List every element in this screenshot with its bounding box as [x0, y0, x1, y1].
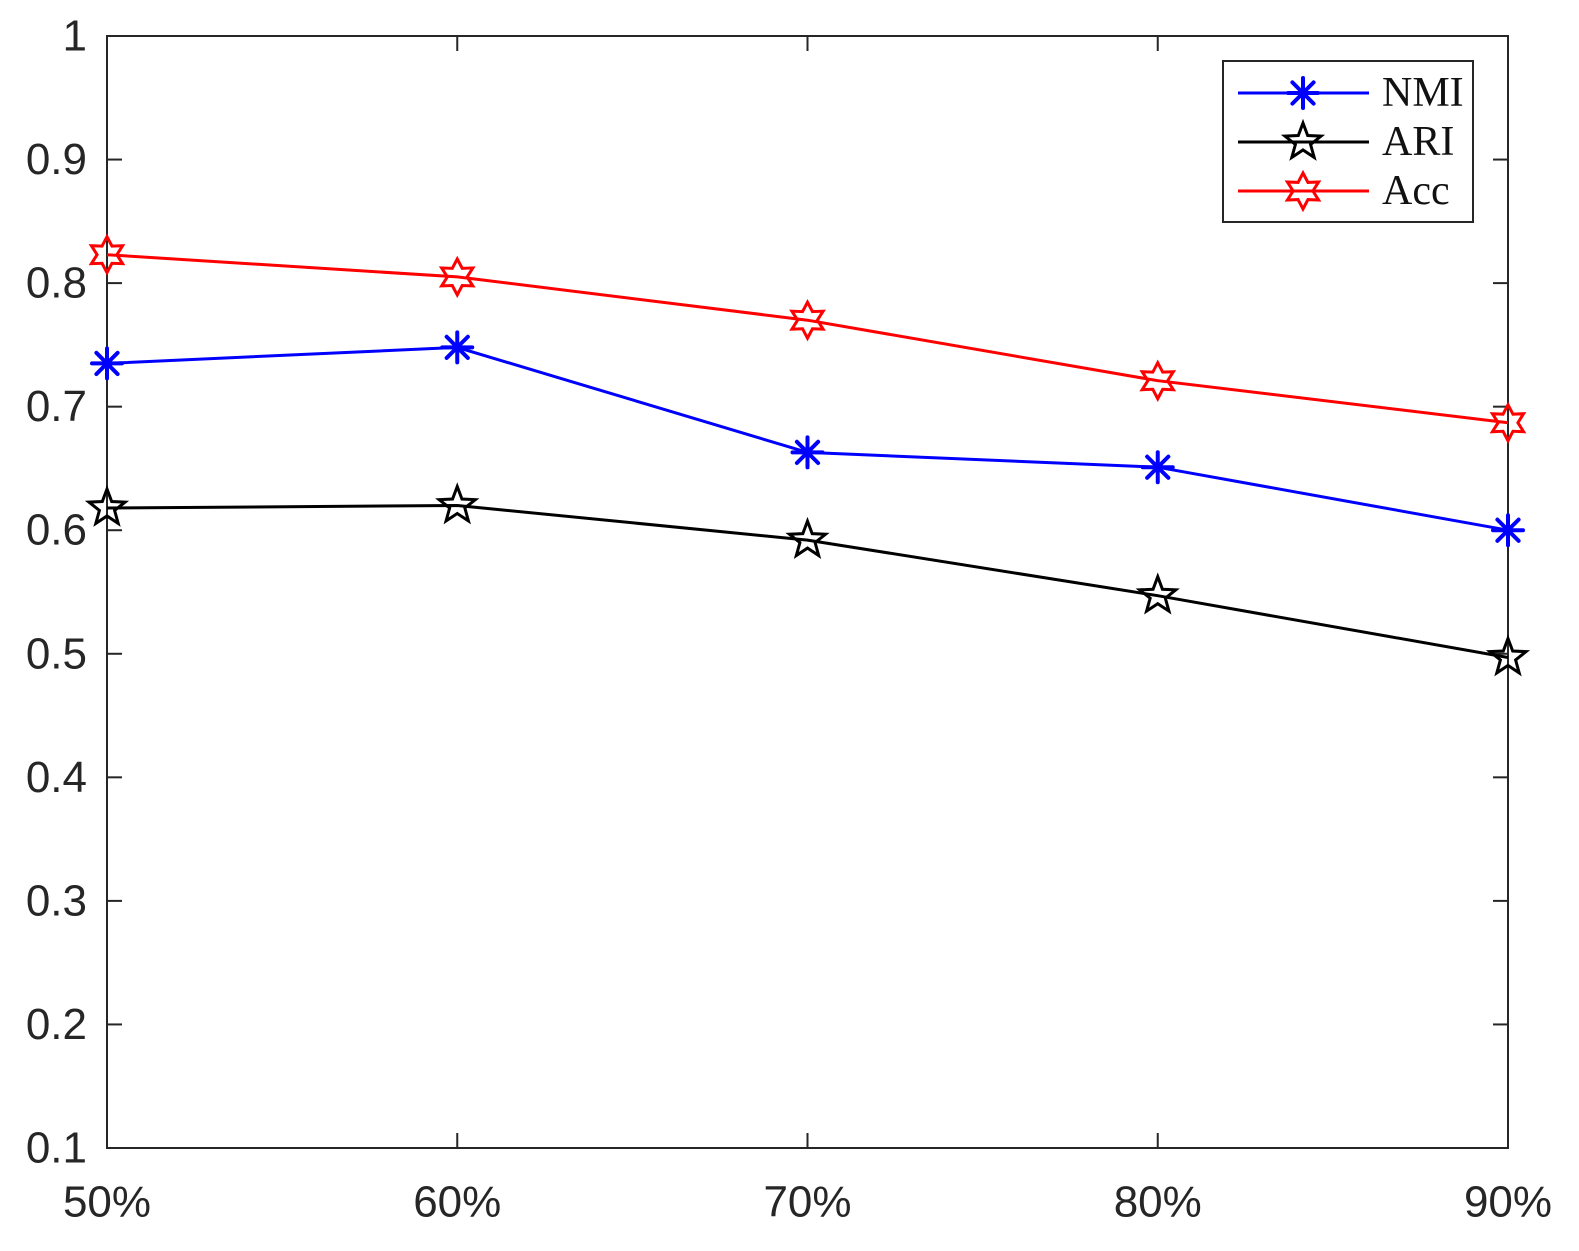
- y-tick-label: 1: [63, 12, 87, 61]
- legend-label: ARI: [1382, 119, 1454, 165]
- pentagram-marker: [1485, 634, 1531, 677]
- asterisk-marker-spoke: [1495, 517, 1521, 543]
- asterisk-marker-spoke: [794, 439, 821, 465]
- asterisk-marker-spoke: [444, 334, 470, 360]
- legend-entry-NMI: NMI: [1238, 70, 1464, 116]
- legend-label: NMI: [1382, 70, 1464, 116]
- x-tick-label: 90%: [1464, 1178, 1552, 1227]
- asterisk-marker-spoke: [94, 350, 120, 377]
- pentagram-marker: [785, 516, 830, 559]
- x-tick-label: 60%: [413, 1178, 501, 1227]
- series-Acc: [88, 233, 1527, 444]
- y-tick-label: 0.4: [26, 753, 87, 802]
- y-tick-label: 0.6: [26, 506, 87, 555]
- series-line-Acc: [106, 253, 1509, 425]
- hexagram-marker: [789, 298, 826, 342]
- hexagram-marker: [1139, 359, 1177, 402]
- x-tick-label: 70%: [763, 1178, 851, 1227]
- hexagram-marker: [88, 233, 126, 276]
- pentagram-marker: [435, 482, 480, 525]
- y-tick-label: 0.3: [26, 876, 87, 925]
- legend-entry-Acc: Acc: [1238, 168, 1450, 214]
- series-ARI: [84, 482, 1531, 677]
- hexagram-marker: [438, 255, 476, 299]
- y-tick-label: 0.7: [26, 382, 87, 431]
- asterisk-marker-spoke: [1145, 454, 1171, 480]
- y-tick-label: 0.8: [26, 259, 87, 308]
- x-tick-label: 80%: [1114, 1178, 1202, 1227]
- y-tick-label: 0.2: [26, 1000, 87, 1049]
- legend-entry-ARI: ARI: [1238, 118, 1454, 165]
- hexagram-marker: [1284, 169, 1322, 213]
- asterisk-marker-spoke: [1290, 80, 1316, 106]
- pentagram-marker: [1135, 572, 1180, 615]
- axis-tick-labels: 0.1 0.2 0.3 0.4 0.5 0.6 0.7 0.8 0.9 1 50% 60% 70% 80%…: [26, 12, 1552, 1227]
- pentagram-marker: [84, 484, 130, 527]
- series-NMI: [90, 330, 1525, 548]
- y-tick-label: 0.9: [26, 135, 87, 184]
- x-tick-label: 50%: [63, 1178, 151, 1227]
- y-tick-label: 0.1: [26, 1124, 87, 1173]
- series-line-ARI: [106, 503, 1509, 659]
- y-tick-label: 0.5: [26, 629, 87, 678]
- hexagram-marker: [1489, 401, 1527, 444]
- legend-label: Acc: [1382, 168, 1450, 214]
- pentagram-marker: [1280, 118, 1326, 161]
